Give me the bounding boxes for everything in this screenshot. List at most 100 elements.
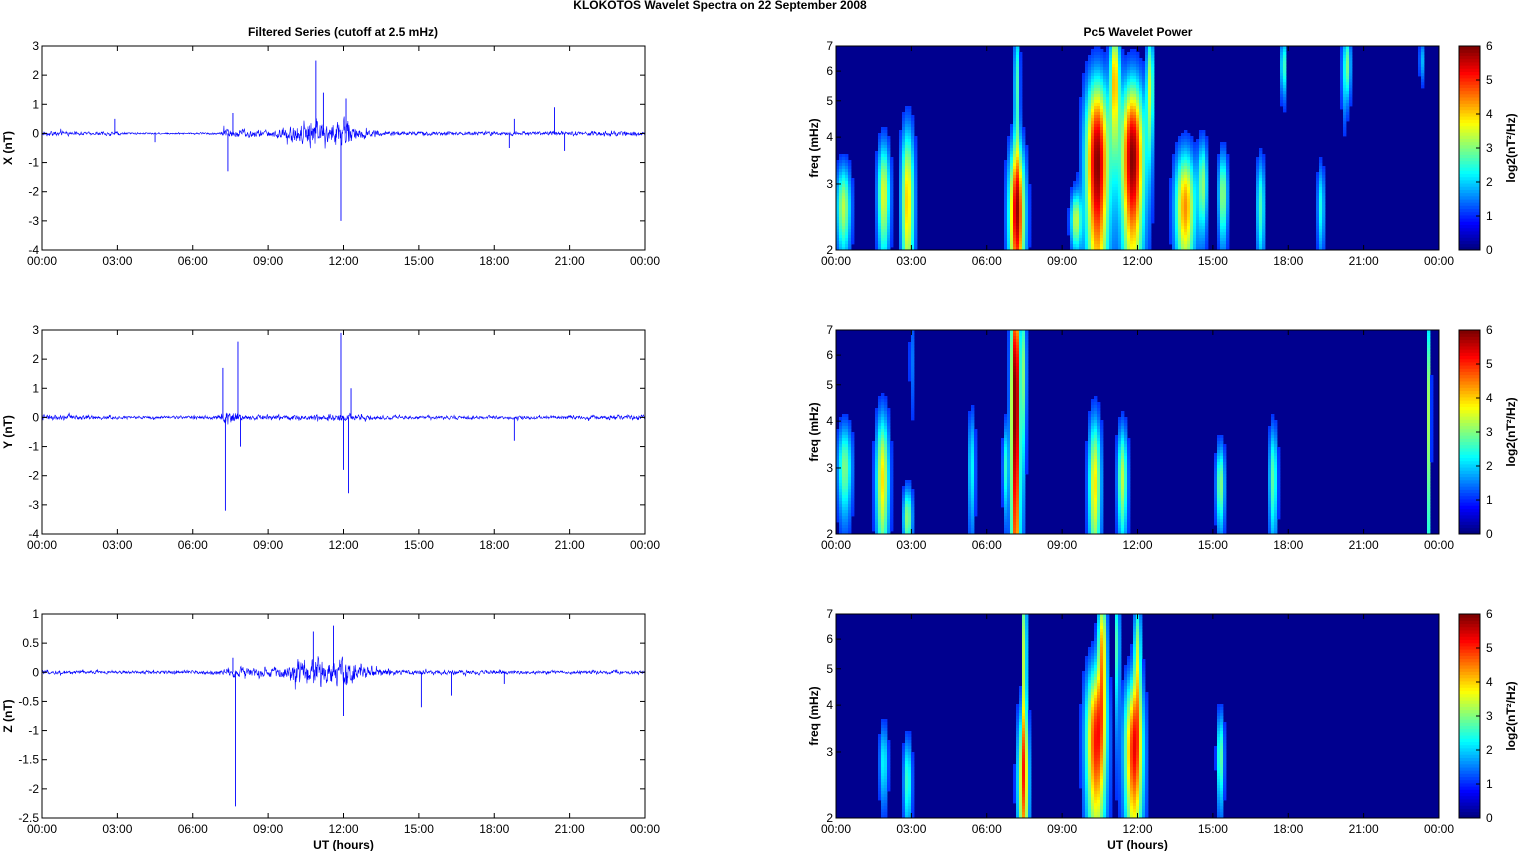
x-tick-label: 15:00 [1198, 822, 1228, 836]
y-axis-label: freq (mHz) [807, 686, 821, 745]
y-tick-label: -1 [28, 724, 39, 738]
y-tick-label: 5 [826, 662, 833, 676]
colorbar-tick-label: 4 [1486, 107, 1493, 121]
y-tick-label: -3 [28, 498, 39, 512]
y-tick-label: 0.5 [22, 636, 39, 650]
y-tick-label: 0 [32, 126, 39, 140]
y-tick-label: 0 [32, 410, 39, 424]
y-tick-label: 3 [826, 177, 833, 191]
x-tick-label: 15:00 [404, 538, 434, 552]
x-tick-label: 09:00 [1047, 822, 1077, 836]
y-tick-label: 1 [32, 607, 39, 621]
x-tick-label: 03:00 [102, 538, 132, 552]
colorbar-tick-label: 0 [1486, 243, 1493, 257]
x-tick-label: 09:00 [1047, 254, 1077, 268]
y-axis-label: Z (nT) [1, 699, 15, 732]
y-tick-label: -2 [28, 185, 39, 199]
x-tick-label: 21:00 [1349, 822, 1379, 836]
x-tick-label: 18:00 [479, 538, 509, 552]
y-tick-label: 4 [826, 414, 833, 428]
colorbar [1459, 46, 1480, 251]
colorbar-tick-label: 0 [1486, 811, 1493, 825]
x-tick-label: 03:00 [896, 822, 926, 836]
x-tick-label: 00:00 [821, 822, 851, 836]
x-tick-label: 21:00 [1349, 254, 1379, 268]
x-tick-label: 12:00 [1122, 822, 1152, 836]
y-tick-label: 5 [826, 94, 833, 108]
y-tick-label: -0.5 [18, 694, 39, 708]
x-tick-label: 00:00 [630, 538, 660, 552]
colorbar-tick-label: 3 [1486, 425, 1493, 439]
x-tick-label: 09:00 [253, 538, 283, 552]
x-tick-label: 00:00 [27, 254, 57, 268]
x-tick-label: 00:00 [821, 538, 851, 552]
x-tick-label: 00:00 [630, 822, 660, 836]
figure-title: KLOKOTOS Wavelet Spectra on 22 September… [573, 0, 867, 12]
x-tick-label: 12:00 [1122, 254, 1152, 268]
x-tick-label: 06:00 [972, 822, 1002, 836]
y-axis-label: Y (nT) [1, 415, 15, 449]
y-tick-label: 1 [32, 381, 39, 395]
y-axis-label: freq (mHz) [807, 118, 821, 177]
y-tick-label: 1 [32, 97, 39, 111]
x-tick-label: 12:00 [328, 822, 358, 836]
x-tick-label: 00:00 [27, 538, 57, 552]
x-tick-label: 09:00 [1047, 538, 1077, 552]
y-tick-label: 3 [826, 461, 833, 475]
x-tick-label: 21:00 [555, 822, 585, 836]
y-tick-label: 7 [826, 607, 833, 621]
y-tick-label: 4 [826, 130, 833, 144]
heatmap-cells [836, 330, 1439, 534]
x-tick-label: 18:00 [1273, 538, 1303, 552]
y-tick-label: 2 [32, 352, 39, 366]
y-tick-label: 3 [32, 39, 39, 53]
y-tick-label: 2 [826, 243, 833, 257]
x-tick-label: 09:00 [253, 254, 283, 268]
colorbar-tick-label: 6 [1486, 39, 1493, 53]
x-tick-label: 18:00 [479, 254, 509, 268]
x-tick-label: 18:00 [1273, 254, 1303, 268]
y-tick-label: -2 [28, 782, 39, 796]
x-tick-label: 03:00 [896, 254, 926, 268]
x-tick-label: 00:00 [27, 822, 57, 836]
colorbar-tick-label: 3 [1486, 141, 1493, 155]
colorbar-tick-label: 2 [1486, 459, 1493, 473]
x-tick-label: 00:00 [630, 254, 660, 268]
colorbar-tick-label: 4 [1486, 391, 1493, 405]
y-tick-label: -4 [28, 243, 39, 257]
colorbar-tick-label: 4 [1486, 675, 1493, 689]
colorbar-tick-label: 5 [1486, 641, 1493, 655]
y-tick-label: -1 [28, 440, 39, 454]
colorbar-tick-label: 5 [1486, 357, 1493, 371]
y-axis-label: X (nT) [1, 131, 15, 165]
colorbar-tick-label: 2 [1486, 743, 1493, 757]
x-tick-label: 21:00 [555, 538, 585, 552]
y-tick-label: 4 [826, 698, 833, 712]
heatmap-cells [836, 46, 1439, 250]
x-tick-label: 00:00 [821, 254, 851, 268]
x-tick-label: 12:00 [1122, 538, 1152, 552]
x-tick-label: 06:00 [972, 254, 1002, 268]
colorbar-tick-label: 2 [1486, 175, 1493, 189]
y-tick-label: 0 [32, 665, 39, 679]
heatmap-cells [836, 614, 1439, 818]
y-tick-label: -2.5 [18, 811, 39, 825]
colorbar-label: log2(nT²/Hz) [1504, 113, 1518, 182]
x-tick-label: 18:00 [1273, 822, 1303, 836]
y-tick-label: 6 [826, 64, 833, 78]
x-tick-label: 06:00 [178, 538, 208, 552]
x-tick-label: 15:00 [404, 822, 434, 836]
plot-area [42, 46, 645, 250]
colorbar-tick-label: 6 [1486, 607, 1493, 621]
x-tick-label: 06:00 [972, 538, 1002, 552]
x-tick-label: 12:00 [328, 538, 358, 552]
series-line [42, 116, 645, 149]
x-tick-label: 03:00 [102, 822, 132, 836]
x-tick-label: 00:00 [1424, 822, 1454, 836]
x-axis-label: UT (hours) [1107, 838, 1168, 851]
x-tick-label: 21:00 [555, 254, 585, 268]
y-tick-label: 5 [826, 378, 833, 392]
y-tick-label: 2 [32, 68, 39, 82]
